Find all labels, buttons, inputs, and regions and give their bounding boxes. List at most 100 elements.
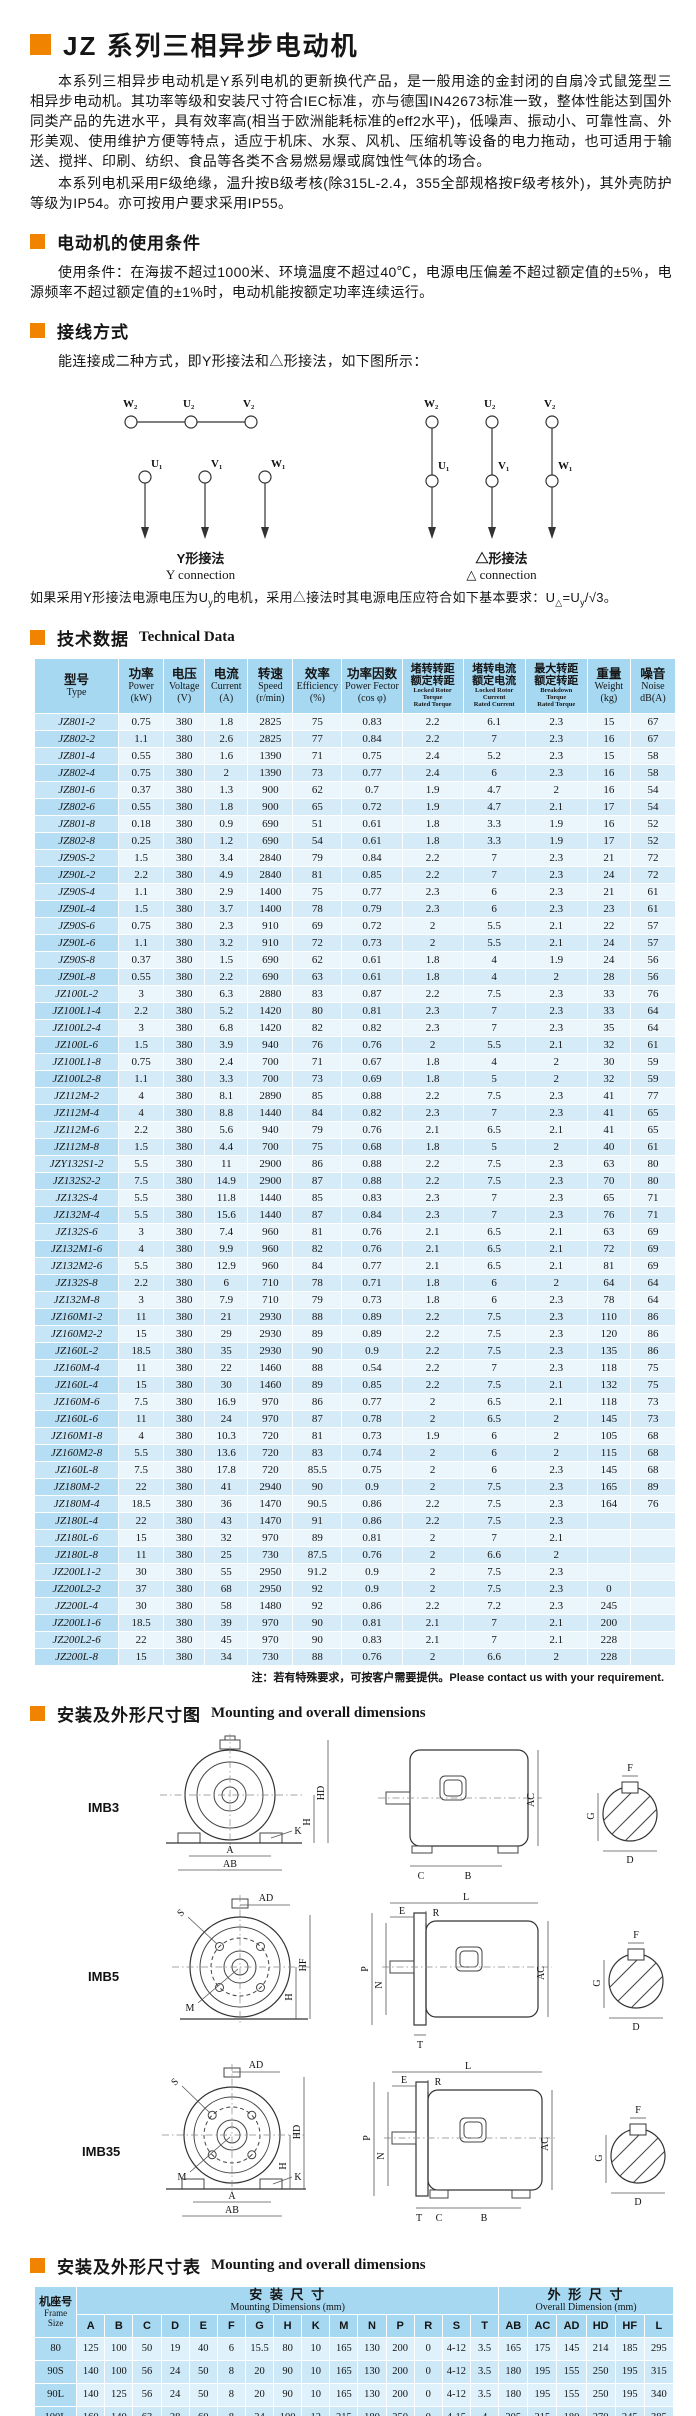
row-value-cell: 340 — [643, 2382, 675, 2407]
row-value-cell: 2 — [524, 1647, 588, 1666]
row-value-cell: 1470 — [247, 1511, 294, 1530]
dim-label-a: A — [226, 1845, 234, 1856]
usage-paragraph: 使用条件：在海拔不超过1000米、环境温度不超过40℃，电源电压偏差不超过额定值… — [30, 264, 672, 300]
row-value-cell: 7.5 — [462, 1375, 526, 1394]
row-value-cell: 380 — [163, 1494, 206, 1513]
row-value-cell: 2930 — [247, 1307, 294, 1326]
row-value-cell: 0.61 — [341, 967, 403, 986]
terminal-label: W₁ — [271, 458, 285, 470]
row-value-cell: 24 — [586, 950, 631, 969]
row-value-cell: 6.8 — [204, 1018, 249, 1037]
row-value-cell: 0.88 — [341, 1154, 403, 1173]
row-value-cell: 960 — [247, 1222, 294, 1241]
row-value-cell: 380 — [163, 882, 206, 901]
row-value-cell: 2930 — [247, 1324, 294, 1343]
row-value-cell: 2.3 — [524, 1494, 588, 1513]
row-value-cell: 15.5 — [244, 2336, 275, 2361]
row-value-cell: 125 — [76, 2336, 106, 2361]
row-value-cell: 165 — [329, 2336, 359, 2361]
dim-label-r: R — [435, 2077, 442, 2088]
row-value-cell: 7.5 — [462, 1511, 526, 1530]
row-value-cell: 7.5 — [462, 1154, 526, 1173]
row-value-cell: 380 — [163, 865, 206, 884]
row-value-cell: 0.77 — [341, 882, 403, 901]
row-value-cell: 55 — [204, 1562, 249, 1581]
table-row: JZ200L-8 15 380 34 730 88 0.76 2 6.6 2 228 — [33, 1647, 677, 1666]
row-key-cell: JZ132M2-6 — [33, 1256, 120, 1275]
dim-label-n: N — [376, 2152, 387, 2159]
note-sub: y — [580, 597, 585, 608]
row-value-cell: 16.9 — [204, 1392, 249, 1411]
row-value-cell: 7.5 — [462, 1341, 526, 1360]
row-value-cell: 75 — [292, 1137, 343, 1156]
row-value-cell: 2.3 — [401, 882, 464, 901]
row-value-cell: 70 — [586, 1171, 631, 1190]
orange-square-icon — [30, 323, 45, 338]
row-value-cell: 72 — [629, 865, 677, 884]
row-value-cell: 7 — [462, 1630, 526, 1649]
row-value-cell: 19 — [160, 2336, 190, 2361]
row-value-cell: 1.8 — [401, 950, 464, 969]
row-value-cell: 380 — [163, 1443, 206, 1462]
row-value-cell: 970 — [247, 1630, 294, 1649]
dim-label-ab: AB — [223, 1859, 237, 1870]
dim-label-h: H — [302, 1818, 313, 1825]
row-value-cell: 380 — [163, 1290, 206, 1309]
row-key-cell: JZ801-2 — [33, 712, 120, 731]
row-value-cell: 380 — [163, 1273, 206, 1292]
row-key-cell: JZ180L-4 — [33, 1511, 120, 1530]
row-value-cell: 73 — [629, 1392, 677, 1411]
row-value-cell: 2.1 — [524, 1239, 588, 1258]
row-value-cell: 2.3 — [524, 984, 588, 1003]
row-value-cell: 180 — [556, 2405, 587, 2416]
row-value-cell: 87.5 — [292, 1545, 343, 1564]
column-header: R — [413, 2313, 443, 2338]
row-value-cell: 2.3 — [401, 899, 464, 918]
row-value-cell: 71 — [629, 1188, 677, 1207]
row-value-cell: 380 — [163, 933, 206, 952]
row-value-cell: 3.3 — [462, 814, 526, 833]
table-row: JZ802-6 0.55 380 1.8 900 65 0.72 1.9 4.7 2.1 17 54 — [33, 797, 677, 816]
col-current: 电流 Current (A) — [204, 657, 249, 714]
row-value-cell: 0.55 — [118, 967, 165, 986]
row-value-cell: 6 — [204, 1273, 249, 1292]
row-value-cell: 380 — [163, 1630, 206, 1649]
orange-square-icon — [30, 1705, 45, 1721]
dim-label-hf: HF — [298, 1958, 309, 1971]
section-wiring-title: 接线方式 — [57, 323, 129, 342]
row-value-cell: 5.5 — [118, 1205, 165, 1224]
table-row: JZ200L2-2 37 380 68 2950 92 0.9 2 7.5 2.3 0 — [33, 1579, 677, 1598]
row-value-cell: 72 — [586, 1239, 631, 1258]
row-value-cell: 71 — [629, 1205, 677, 1224]
dim-label-k: K — [294, 2172, 302, 2183]
row-value-cell: 2.4 — [204, 1052, 249, 1071]
terminal-label: V₂ — [544, 398, 556, 410]
row-value-cell: 145 — [586, 1460, 631, 1479]
row-value-cell: 2.2 — [401, 1171, 464, 1190]
row-value-cell: 2 — [524, 1443, 588, 1462]
row-value-cell: 75 — [629, 1358, 677, 1377]
row-value-cell: 14.9 — [204, 1171, 249, 1190]
row-value-cell: 76 — [629, 984, 677, 1003]
note-text: =U — [562, 590, 581, 605]
row-value-cell: 45 — [204, 1630, 249, 1649]
row-value-cell: 69 — [629, 1222, 677, 1241]
row-value-cell: 7.5 — [462, 1086, 526, 1105]
row-value-cell: 380 — [163, 1018, 206, 1037]
row-value-cell: 52 — [629, 831, 677, 850]
col-power-factor: 功率因数 Power Fector (cos φ) — [341, 657, 403, 714]
row-value-cell: 5 — [462, 1069, 526, 1088]
row-value-cell: 7.5 — [118, 1171, 165, 1190]
row-value-cell: 5.2 — [204, 1001, 249, 1020]
row-value-cell: 380 — [163, 1171, 206, 1190]
row-value-cell: 380 — [163, 1324, 206, 1343]
row-value-cell: 970 — [247, 1528, 294, 1547]
row-value-cell: 900 — [247, 797, 294, 816]
row-value-cell: 36 — [204, 1494, 249, 1513]
row-value-cell: 4-15 — [441, 2405, 471, 2416]
section-dims-title-zh: 安装及外形尺寸表 — [57, 2257, 201, 2277]
row-value-cell: 214 — [585, 2336, 616, 2361]
terminal-label: U₂ — [484, 398, 496, 410]
row-value-cell: 0.61 — [341, 950, 403, 969]
column-header: F — [216, 2313, 246, 2338]
